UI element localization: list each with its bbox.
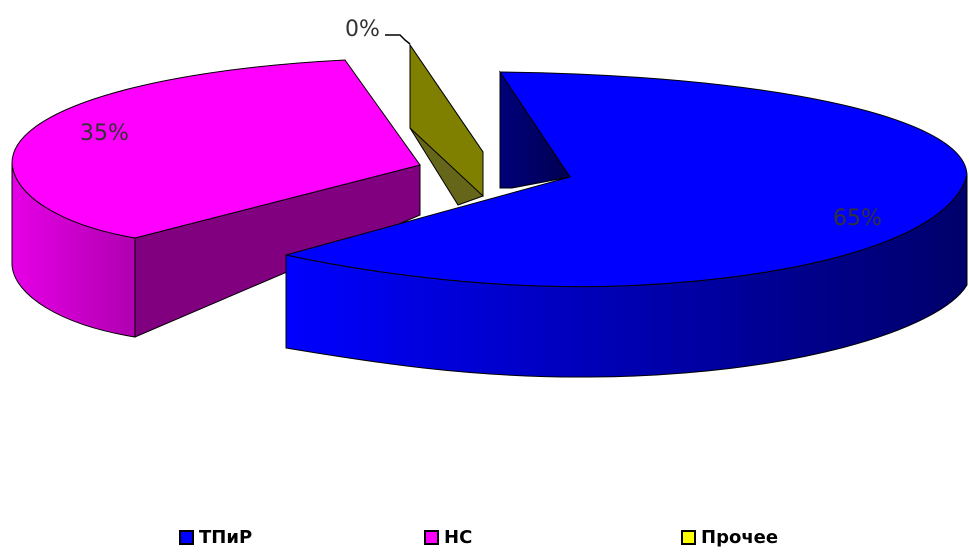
legend: ТПиР НС Прочее	[0, 525, 969, 549]
slice-tpir-top	[285, 71, 968, 288]
legend-swatch-other	[681, 529, 696, 545]
slice-tpir	[285, 70, 968, 378]
legend-label-other: Прочее	[701, 526, 779, 548]
data-label-other: 0%	[345, 17, 380, 42]
data-label-hs: 35%	[80, 121, 129, 146]
slice-other-face	[409, 43, 484, 198]
label-leader-line	[385, 34, 411, 45]
data-label-tpir: 65%	[833, 206, 882, 231]
legend-item-tpir: ТПиР	[179, 525, 252, 549]
legend-swatch-tpir	[179, 529, 194, 545]
legend-item-other: Прочее	[681, 525, 778, 549]
legend-label-tpir: ТПиР	[199, 526, 253, 548]
slice-hs-top	[11, 59, 421, 239]
slice-hs	[11, 59, 421, 338]
legend-swatch-hs	[424, 529, 439, 545]
legend-item-hs: НС	[424, 525, 472, 549]
slice-other	[409, 43, 484, 206]
legend-label-hs: НС	[444, 526, 473, 548]
